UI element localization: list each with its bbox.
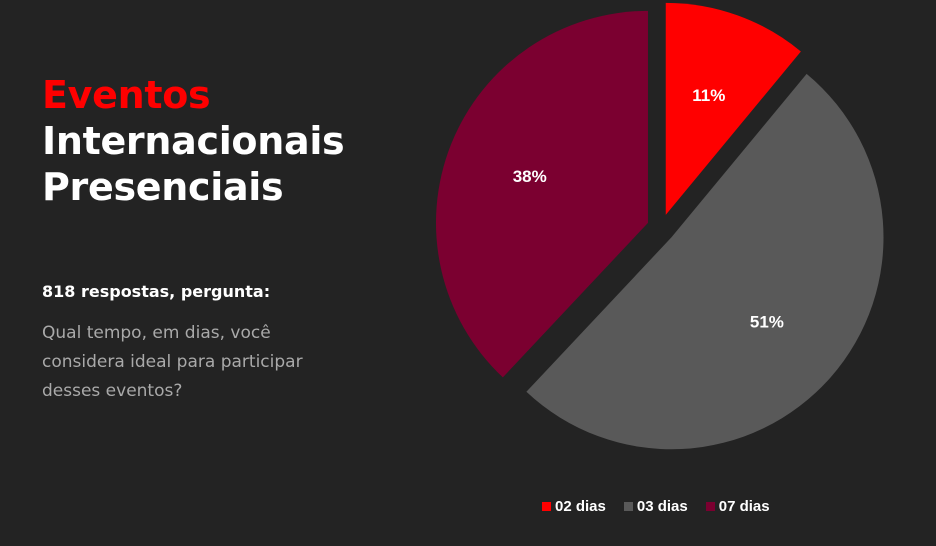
title-line-2: Internacionais [42,119,345,163]
pie-label-02-dias: 11% [692,86,725,105]
pie-slice-02-dias [665,2,801,215]
chart-legend: 02 dias 03 dias 07 dias [542,498,770,515]
legend-item-02-dias: 02 dias [542,498,606,515]
legend-label-02-dias: 02 dias [555,498,606,515]
legend-item-03-dias: 03 dias [623,498,688,515]
legend-label-07-dias: 07 dias [718,498,770,515]
legend-item-07-dias: 07 dias [705,498,770,515]
pie-slice-07-dias [435,10,648,378]
pie-slice-03-dias [526,73,884,450]
legend-swatch-02-dias [542,502,551,511]
pie-label-03-dias: 51% [750,312,784,331]
survey-question: Qual tempo, em dias, você considera idea… [42,323,303,401]
pie-label-07-dias: 38% [513,167,547,186]
legend-swatch-03-dias [623,502,633,511]
page-title: Eventos Internacionais Presenciais [42,72,345,210]
legend-label-03-dias: 03 dias [636,498,688,515]
legend-swatch-07-dias [705,502,715,511]
respostas-count: 818 respostas, pergunta: [42,282,271,301]
title-accent: Eventos [42,73,211,117]
title-line-3: Presenciais [42,165,284,209]
